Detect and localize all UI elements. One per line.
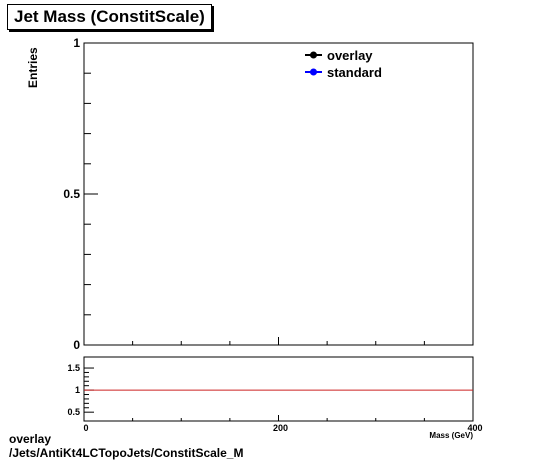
ratio-x-tick-label: 0 (83, 423, 88, 433)
legend-marker-standard (310, 68, 317, 76)
ratio-x-tick-label: 200 (273, 423, 288, 433)
chart-title: Jet Mass (ConstitScale) (7, 4, 212, 30)
ratio-y-tick-label: 1 (75, 385, 80, 395)
ratio-plot-frame (83, 356, 474, 422)
y-tick-label: 0.5 (63, 187, 80, 201)
ratio-y-tick-label: 1.5 (67, 363, 80, 373)
x-axis-title: Mass (GeV) (429, 431, 473, 440)
y-tick-label: 0 (73, 338, 80, 352)
main-plot-frame (83, 42, 474, 346)
footer-line-1: overlay (9, 432, 52, 446)
legend-label-standard: standard (327, 65, 382, 80)
legend-label-overlay: overlay (327, 48, 373, 63)
footer-line-2: /Jets/AntiKt4LCTopoJets/ConstitScale_M (9, 446, 244, 460)
y-tick-label: 1 (73, 36, 80, 50)
legend-marker-overlay (310, 51, 317, 59)
ratio-y-tick-label: 0.5 (67, 407, 80, 417)
ratio-x-tick-label: 400 (467, 423, 482, 433)
